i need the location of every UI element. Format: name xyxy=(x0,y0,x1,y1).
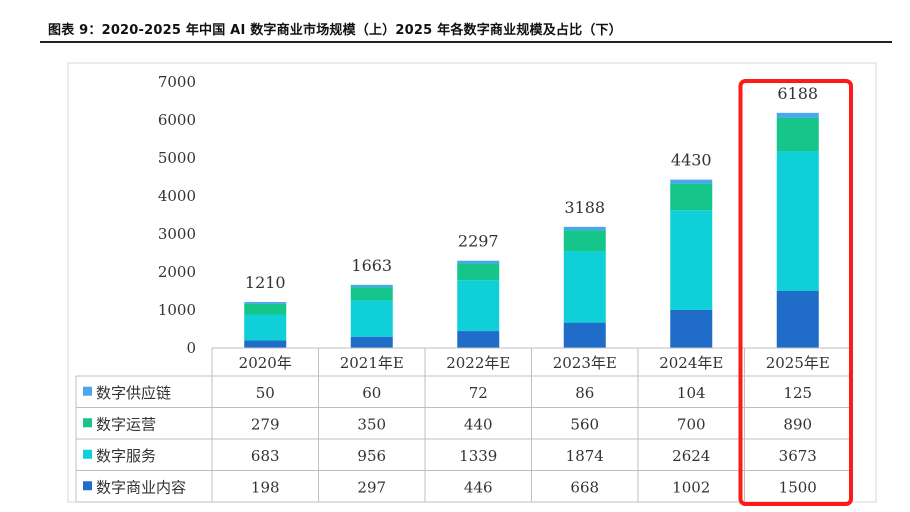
table-cell: 3673 xyxy=(779,447,817,465)
table-cell: 890 xyxy=(783,415,812,433)
table-cell: 86 xyxy=(575,384,594,402)
y-tick-label: 0 xyxy=(186,339,196,357)
table-cell: 279 xyxy=(251,415,280,433)
bar-segment xyxy=(350,284,393,288)
category-label: 2023年E xyxy=(553,354,617,372)
table-cell: 60 xyxy=(362,384,381,402)
y-tick-label: 7000 xyxy=(158,73,196,91)
bar-segment xyxy=(457,260,500,264)
legend-label: 数字供应链 xyxy=(96,384,171,402)
legend-label: 数字运营 xyxy=(96,415,156,433)
bar-segment xyxy=(563,251,606,323)
bar-segment xyxy=(244,303,287,315)
y-tick-label: 6000 xyxy=(158,111,196,129)
y-tick-label: 2000 xyxy=(158,263,196,281)
category-label: 2024年E xyxy=(659,354,723,372)
table-cell: 700 xyxy=(677,415,706,433)
bar-segment xyxy=(350,336,393,348)
total-label: 6188 xyxy=(777,84,818,103)
bar-segment xyxy=(244,314,287,341)
bar-segment xyxy=(670,210,713,310)
bar-segment xyxy=(563,226,606,231)
y-tick-label: 4000 xyxy=(158,187,196,205)
bar-segment xyxy=(457,331,500,348)
table-cell: 2624 xyxy=(672,447,710,465)
y-tick-label: 1000 xyxy=(158,301,196,319)
table-cell: 104 xyxy=(677,384,706,402)
category-label: 2020年 xyxy=(239,354,292,372)
bar-segment xyxy=(670,309,713,348)
category-label: 2025年E xyxy=(766,354,830,372)
table-cell: 198 xyxy=(251,478,280,496)
table-cell: 668 xyxy=(570,478,599,496)
category-label: 2022年E xyxy=(446,354,510,372)
bar-segment xyxy=(776,112,819,118)
table-cell: 560 xyxy=(570,415,599,433)
bar-segment xyxy=(563,322,606,348)
bar-segment xyxy=(244,340,287,348)
total-label: 2297 xyxy=(458,232,499,251)
legend-swatch xyxy=(83,418,92,428)
total-label: 4430 xyxy=(671,151,712,170)
table-cell: 50 xyxy=(256,384,275,402)
bar-segment xyxy=(776,151,819,291)
total-label: 1663 xyxy=(351,256,392,275)
legend-swatch xyxy=(83,386,92,396)
bar-segment xyxy=(670,179,713,184)
total-label: 1210 xyxy=(245,273,286,292)
legend-swatch xyxy=(83,481,92,491)
bar-segment xyxy=(563,230,606,252)
legend-label: 数字商业内容 xyxy=(96,478,186,496)
table-cell: 1339 xyxy=(459,447,497,465)
legend-label: 数字服务 xyxy=(96,447,156,465)
table-cell: 297 xyxy=(357,478,386,496)
table-cell: 72 xyxy=(469,384,488,402)
bar-segment xyxy=(670,183,713,211)
bar-segment xyxy=(350,287,393,301)
table-cell: 125 xyxy=(783,384,812,402)
bar-segment xyxy=(776,291,819,348)
table-cell: 1002 xyxy=(672,478,710,496)
table-cell: 683 xyxy=(251,447,280,465)
category-label: 2021年E xyxy=(340,354,404,372)
bar-segment xyxy=(244,302,287,304)
caption-divider xyxy=(40,41,892,43)
legend-swatch xyxy=(83,449,92,459)
bar-segment xyxy=(457,263,500,281)
y-tick-label: 5000 xyxy=(158,149,196,167)
highlight-box xyxy=(738,79,853,506)
total-label: 3188 xyxy=(564,198,605,217)
table-cell: 446 xyxy=(464,478,493,496)
table-cell: 350 xyxy=(357,415,386,433)
table-cell: 1874 xyxy=(566,447,604,465)
table-cell: 1500 xyxy=(779,478,817,496)
figure-caption: 图表 9：2020-2025 年中国 AI 数字商业市场规模（上）2025 年各… xyxy=(48,23,622,38)
bar-segment xyxy=(350,300,393,337)
bar-segment xyxy=(776,117,819,152)
table-cell: 956 xyxy=(357,447,386,465)
bar-segment xyxy=(457,280,500,332)
y-tick-label: 3000 xyxy=(158,225,196,243)
table-cell: 440 xyxy=(464,415,493,433)
